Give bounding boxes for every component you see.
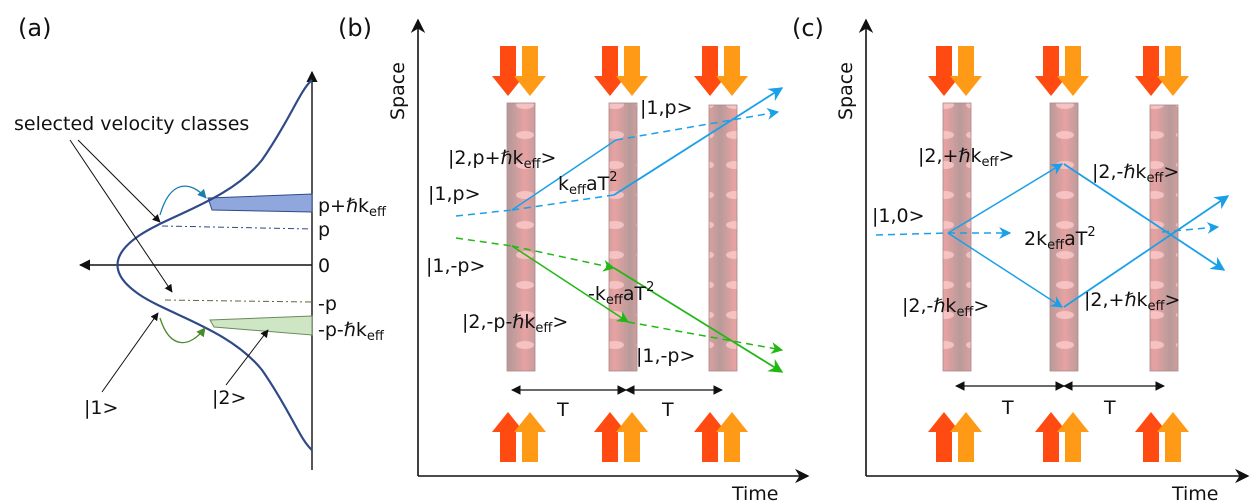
state-2-minus-p-minus-hk: |2,-p-ℏkeff> [462, 311, 568, 336]
pulse-down-arrow [694, 46, 726, 96]
panel-c-beam-3 [1149, 104, 1179, 372]
pulse-down-arrow [716, 46, 748, 96]
c-upper-arm-1 [947, 163, 1064, 234]
panel-c-t-label-1: T [1001, 397, 1014, 419]
panel-b-pulse-arrows-top [492, 46, 748, 96]
level-minus-p-minus-hk: -p-ℏkeff [318, 319, 385, 344]
c-initial-state: |1,0> [872, 205, 925, 227]
c-input-path [875, 232, 949, 236]
pulse-up-arrow [514, 412, 546, 462]
panel-b-beam-1 [506, 102, 536, 372]
panel-b-label: (b) [338, 14, 372, 42]
state-1-pointer [101, 312, 159, 393]
c-output-dashed [1161, 221, 1220, 234]
pulse-down-arrow [1135, 46, 1167, 96]
panel-b-space-label: Space [387, 62, 409, 120]
state-2-p-plus-hk: |2,p+ℏkeff> [448, 147, 556, 172]
phase-upper: keffaT2 [558, 170, 618, 198]
pulse-up-arrow [492, 412, 524, 462]
pulse-up-arrow [1135, 412, 1167, 462]
pulse-up-arrow [716, 412, 748, 462]
state-1-p-left: |1,p> [428, 183, 481, 205]
panel-c-label: (c) [792, 14, 824, 42]
panel-b-pulse-arrows-bottom [492, 412, 748, 462]
panel-c-time-label: Time [1171, 483, 1219, 504]
c-state-2-minus-hk-right: |2,-ℏkeff> [1092, 161, 1179, 186]
pulse-down-arrow [514, 46, 546, 96]
annotation-arrow-lower [69, 139, 173, 293]
c-phase: 2keffaT2 [1024, 225, 1096, 253]
c-state-2-plus-hk-right: |2,+ℏkeff> [1084, 289, 1180, 314]
pulse-down-arrow [1057, 46, 1089, 96]
pulse-down-arrow [492, 46, 524, 96]
panel-c-pulse-arrows-bottom [928, 412, 1189, 462]
panel-c-beam-2 [1049, 102, 1079, 372]
pulse-up-arrow [616, 412, 648, 462]
pulse-up-arrow [694, 412, 726, 462]
pulse-down-arrow [1157, 46, 1189, 96]
green-lower-arm [511, 245, 630, 323]
panel-b-time-label: Time [731, 483, 779, 504]
panel-b: (b) Space Time T [338, 14, 810, 504]
level-p: p [318, 219, 330, 241]
state-1-minus-p-left: |1,-p> [426, 255, 485, 277]
lower-velocity-class-fill [209, 315, 313, 336]
green-output-dashed [627, 321, 784, 354]
pulse-down-arrow [950, 46, 982, 96]
level-p-plus-hk: p+ℏkeff [318, 195, 387, 220]
pulse-up-arrow [928, 412, 960, 462]
panel-c: (c) Space Time T [792, 14, 1250, 504]
state-1-minus-p-right: |1,-p> [636, 345, 695, 367]
panel-c-space-label: Space [835, 62, 857, 120]
selected-velocity-classes-label: selected velocity classes [14, 113, 249, 135]
pulse-up-arrow [1035, 412, 1067, 462]
pulse-up-arrow [594, 412, 626, 462]
panel-b-t-label-2: T [661, 399, 674, 421]
blue-output-solid [613, 87, 784, 196]
panel-c-beam-1 [942, 102, 972, 372]
state-2-label: |2> [212, 387, 246, 409]
level-minus-p: -p [318, 293, 337, 315]
c-state-2-minus-hk-left: |2,-ℏkeff> [902, 295, 989, 320]
pulse-down-arrow [928, 46, 960, 96]
lower-p-line [164, 299, 313, 303]
c-lower-arm-2 [1063, 195, 1230, 308]
panel-b-beam-2 [608, 102, 638, 372]
c-state-2-plus-hk-left: |2,+ℏkeff> [918, 145, 1014, 170]
blue-upper-arm [511, 139, 617, 211]
pulse-down-arrow [594, 46, 626, 96]
transition-arrow-lower [159, 317, 206, 344]
annotation-arrow-upper [77, 139, 161, 223]
blue-output-dashed [615, 107, 780, 141]
panel-a: (a) selected velocity classes |1> |2> p+… [14, 14, 387, 470]
pulse-down-arrow [1035, 46, 1067, 96]
green-input-path [455, 237, 513, 247]
c-upper-arm-2 [1063, 163, 1226, 271]
panel-c-pulse-arrows-top [928, 46, 1189, 96]
state-1-label: |1> [84, 397, 118, 419]
level-zero: 0 [318, 255, 330, 277]
panel-b-t-label-1: T [556, 399, 569, 421]
upper-p-line [161, 225, 313, 230]
pulse-up-arrow [1057, 412, 1089, 462]
pulse-down-arrow [616, 46, 648, 96]
state-2-pointer [225, 329, 269, 386]
gaussian-distribution-curve [116, 79, 313, 451]
state-1-p-right: |1,p> [640, 97, 693, 119]
panel-a-label: (a) [18, 14, 51, 42]
phase-lower: -keffaT2 [588, 280, 654, 308]
green-output-solid [613, 267, 784, 373]
panel-c-t-label-2: T [1103, 397, 1116, 419]
panel-b-beam-3 [708, 104, 738, 372]
transition-arrow-upper [159, 185, 207, 216]
green-upper-arm [511, 245, 616, 272]
upper-velocity-class-fill [207, 193, 313, 213]
pulse-up-arrow [950, 412, 982, 462]
pulse-up-arrow [1157, 412, 1189, 462]
blue-lower-arm [511, 194, 615, 211]
c-lower-arm-1 [947, 232, 1064, 308]
blue-input-path [455, 209, 513, 217]
